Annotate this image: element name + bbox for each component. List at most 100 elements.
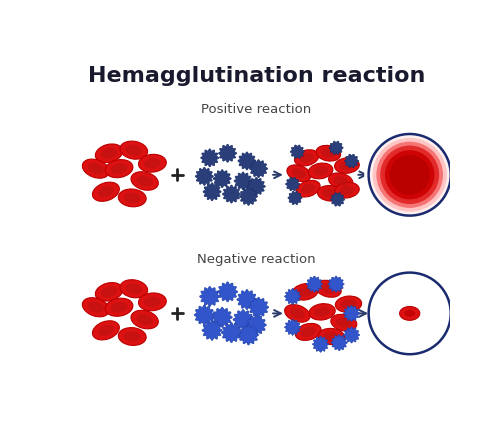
Polygon shape bbox=[222, 185, 240, 203]
Text: Positive reaction: Positive reaction bbox=[201, 103, 312, 116]
Ellipse shape bbox=[136, 175, 153, 187]
Circle shape bbox=[290, 324, 296, 331]
Ellipse shape bbox=[292, 168, 306, 178]
Ellipse shape bbox=[292, 283, 318, 300]
Ellipse shape bbox=[296, 323, 321, 341]
Circle shape bbox=[208, 326, 216, 335]
Polygon shape bbox=[222, 322, 242, 343]
Circle shape bbox=[348, 310, 355, 317]
Circle shape bbox=[242, 295, 251, 304]
Polygon shape bbox=[248, 297, 268, 317]
Ellipse shape bbox=[400, 307, 420, 320]
Polygon shape bbox=[200, 286, 220, 307]
Polygon shape bbox=[344, 305, 359, 321]
Polygon shape bbox=[233, 310, 253, 329]
Polygon shape bbox=[238, 152, 256, 170]
Ellipse shape bbox=[313, 166, 328, 176]
Circle shape bbox=[218, 313, 226, 322]
Ellipse shape bbox=[331, 314, 357, 331]
Polygon shape bbox=[237, 289, 257, 310]
Ellipse shape bbox=[138, 293, 166, 311]
Circle shape bbox=[227, 329, 235, 337]
Circle shape bbox=[244, 193, 252, 200]
Polygon shape bbox=[194, 305, 214, 325]
Circle shape bbox=[380, 145, 439, 204]
Ellipse shape bbox=[92, 182, 120, 201]
Polygon shape bbox=[288, 191, 302, 205]
Text: Hemagglutination reaction: Hemagglutination reaction bbox=[88, 66, 425, 86]
Polygon shape bbox=[286, 177, 300, 191]
Circle shape bbox=[228, 190, 235, 198]
Polygon shape bbox=[247, 177, 266, 195]
Ellipse shape bbox=[126, 283, 142, 294]
Ellipse shape bbox=[296, 180, 320, 197]
Polygon shape bbox=[234, 172, 252, 190]
Circle shape bbox=[200, 172, 208, 180]
Ellipse shape bbox=[322, 189, 338, 198]
Ellipse shape bbox=[336, 296, 361, 312]
Circle shape bbox=[294, 149, 300, 155]
Ellipse shape bbox=[301, 184, 316, 194]
Circle shape bbox=[334, 197, 340, 203]
Circle shape bbox=[254, 165, 262, 172]
Ellipse shape bbox=[101, 147, 117, 159]
Polygon shape bbox=[329, 141, 343, 154]
Ellipse shape bbox=[321, 148, 336, 158]
Ellipse shape bbox=[144, 158, 161, 169]
Ellipse shape bbox=[136, 314, 153, 325]
Text: Negative reaction: Negative reaction bbox=[197, 253, 316, 266]
Circle shape bbox=[317, 341, 324, 347]
Ellipse shape bbox=[120, 280, 148, 298]
Circle shape bbox=[348, 158, 354, 164]
Circle shape bbox=[290, 293, 296, 300]
Polygon shape bbox=[246, 315, 266, 335]
Polygon shape bbox=[196, 167, 214, 185]
Ellipse shape bbox=[340, 185, 354, 195]
Circle shape bbox=[224, 288, 232, 296]
Ellipse shape bbox=[101, 286, 117, 298]
Ellipse shape bbox=[297, 287, 313, 297]
Ellipse shape bbox=[126, 145, 142, 156]
Ellipse shape bbox=[328, 173, 353, 189]
Ellipse shape bbox=[318, 185, 342, 201]
Polygon shape bbox=[213, 170, 231, 187]
Ellipse shape bbox=[111, 302, 128, 313]
Polygon shape bbox=[306, 276, 322, 292]
Circle shape bbox=[254, 303, 263, 311]
Circle shape bbox=[348, 332, 355, 338]
Circle shape bbox=[333, 145, 339, 151]
Ellipse shape bbox=[308, 163, 333, 179]
Circle shape bbox=[200, 311, 208, 319]
Ellipse shape bbox=[334, 176, 348, 186]
Polygon shape bbox=[331, 335, 347, 351]
Ellipse shape bbox=[290, 308, 305, 319]
Circle shape bbox=[368, 273, 451, 354]
Ellipse shape bbox=[118, 328, 146, 345]
Ellipse shape bbox=[138, 154, 166, 172]
Polygon shape bbox=[200, 149, 219, 167]
Ellipse shape bbox=[334, 182, 359, 198]
Circle shape bbox=[239, 315, 248, 324]
Polygon shape bbox=[344, 154, 358, 168]
Circle shape bbox=[372, 138, 447, 212]
Ellipse shape bbox=[118, 189, 146, 207]
Ellipse shape bbox=[340, 161, 354, 170]
Polygon shape bbox=[284, 289, 300, 304]
Ellipse shape bbox=[284, 304, 310, 322]
Ellipse shape bbox=[324, 332, 340, 341]
Polygon shape bbox=[328, 276, 344, 292]
Circle shape bbox=[244, 331, 253, 339]
Ellipse shape bbox=[98, 186, 114, 197]
Circle shape bbox=[370, 135, 450, 215]
Ellipse shape bbox=[320, 284, 336, 294]
Polygon shape bbox=[218, 282, 238, 302]
Circle shape bbox=[243, 157, 251, 165]
Ellipse shape bbox=[309, 304, 335, 320]
Circle shape bbox=[290, 181, 296, 187]
Ellipse shape bbox=[92, 321, 120, 340]
Ellipse shape bbox=[318, 329, 344, 344]
Ellipse shape bbox=[96, 144, 122, 163]
Ellipse shape bbox=[124, 193, 140, 203]
Circle shape bbox=[239, 177, 247, 185]
Ellipse shape bbox=[98, 325, 114, 336]
